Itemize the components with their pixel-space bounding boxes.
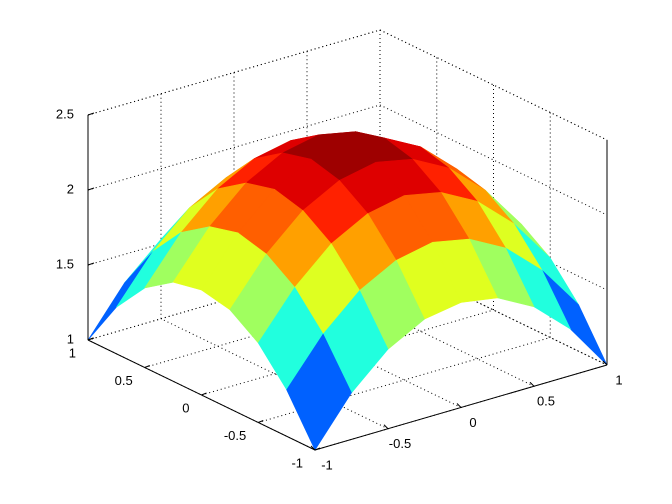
surface-patch	[286, 333, 352, 451]
tick-mark	[87, 262, 95, 266]
x-tick-label: 1	[615, 372, 622, 387]
x-tick-label: -0.5	[389, 436, 411, 451]
z-tick-label: 2.5	[56, 106, 74, 121]
tick-mark	[258, 420, 264, 423]
grid-line	[258, 337, 551, 423]
surface-patch	[87, 251, 154, 341]
z-tick-label: 2	[67, 181, 74, 196]
tick-mark	[602, 360, 608, 366]
x-tick-label: 0.5	[537, 394, 555, 409]
x-tick-label: -1	[321, 457, 333, 472]
y-tick-label: -1	[291, 455, 303, 470]
x-tick-label: 0	[469, 415, 476, 430]
y-tick-label: -0.5	[224, 428, 246, 443]
tick-mark	[87, 112, 95, 116]
grid-line	[87, 104, 381, 191]
tick-mark	[87, 337, 94, 341]
tick-mark	[383, 424, 389, 430]
tick-mark	[310, 445, 316, 451]
y-tick-label: 0	[182, 400, 189, 415]
tick-mark	[456, 403, 462, 408]
y-tick-label: 0.5	[115, 373, 133, 388]
tick-mark	[201, 392, 207, 396]
tick-mark	[529, 381, 535, 387]
tick-mark	[87, 187, 95, 191]
grid-line	[87, 29, 381, 116]
z-tick-label: 1.5	[56, 256, 74, 271]
tick-mark	[314, 447, 321, 451]
tick-mark	[144, 365, 150, 368]
z-tick-label: 1	[67, 331, 74, 346]
y-tick-label: 1	[69, 345, 76, 360]
surface	[87, 131, 608, 451]
